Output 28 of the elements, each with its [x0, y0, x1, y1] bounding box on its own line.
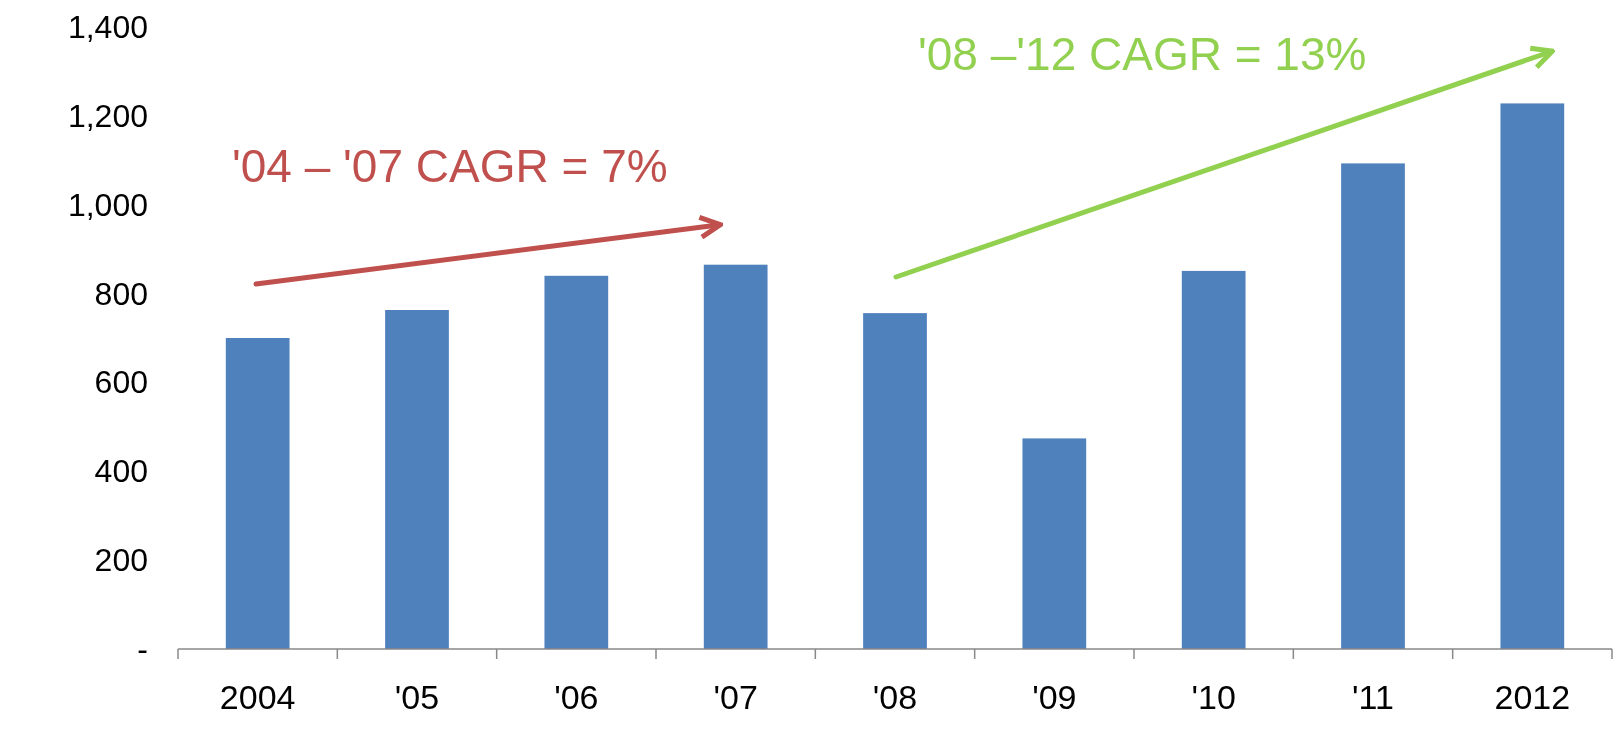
- x-tick-label: 2004: [219, 678, 296, 716]
- annotation: '08 –'12 CAGR = 13%: [918, 28, 1367, 80]
- x-tick-label: 2012: [1494, 678, 1571, 716]
- y-tick-label: 1,000: [67, 186, 148, 223]
- bar: [1181, 270, 1246, 649]
- y-tick-label: 800: [94, 275, 148, 312]
- y-tick-label: 1,200: [67, 97, 148, 134]
- bar: [1022, 438, 1087, 649]
- y-tick-label: -: [137, 631, 148, 667]
- x-tick-label: '06: [554, 678, 599, 716]
- y-tick-label: 600: [94, 364, 148, 401]
- x-tick-label: '05: [394, 678, 440, 716]
- bar: [385, 310, 449, 649]
- x-tick-label: '10: [1191, 678, 1236, 716]
- bar: [703, 264, 768, 649]
- x-tick-label: '07: [713, 678, 758, 716]
- x-tick-label: '08: [872, 678, 918, 716]
- bar: [1500, 103, 1565, 649]
- x-tick-label: '11: [1352, 678, 1394, 716]
- y-tick-label: 400: [94, 453, 148, 490]
- annotation: '04 – '07 CAGR = 7%: [232, 140, 668, 192]
- bar: [225, 338, 290, 649]
- y-tick-label: 200: [94, 542, 148, 579]
- bar: [1341, 163, 1405, 649]
- x-tick-label: '09: [1032, 678, 1077, 716]
- bar: [863, 313, 927, 649]
- y-tick-label: 1,400: [67, 9, 148, 45]
- bar: [544, 275, 609, 649]
